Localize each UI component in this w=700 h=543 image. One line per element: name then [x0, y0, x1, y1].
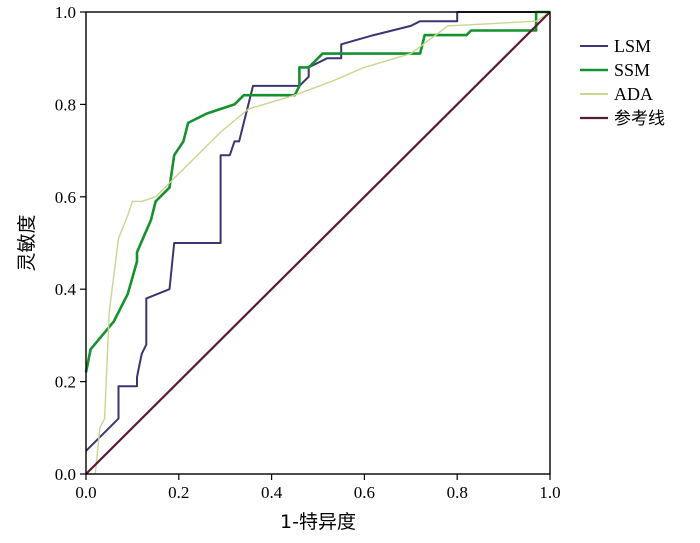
x-tick-label: 0.2	[168, 483, 189, 502]
series-line-2	[84, 10, 550, 373]
y-tick-label: 0.2	[55, 373, 76, 392]
y-axis: 0.0 0.2 0.4 0.6 0.8 1.0	[55, 3, 86, 484]
legend-label-2: SSM	[614, 60, 650, 80]
legend-label-1: LSM	[614, 36, 651, 56]
series-line-4	[85, 11, 551, 475]
x-tick-label: 0.0	[75, 483, 96, 502]
y-axis-title: 灵敏度	[16, 214, 38, 271]
legend-label-4: 参考线	[614, 109, 665, 129]
x-axis-title: 1-特异度	[280, 511, 356, 533]
legend-label-3: ADA	[614, 84, 653, 104]
x-tick-label: 1.0	[539, 483, 560, 502]
x-axis: 0.0 0.2 0.4 0.6 0.8 1.0	[75, 474, 561, 502]
y-tick-label: 0.6	[55, 188, 76, 207]
y-tick-label: 0.4	[55, 280, 77, 299]
x-tick-label: 0.4	[261, 483, 283, 502]
plot-lines	[84, 10, 551, 475]
series-line-1	[85, 11, 550, 452]
y-tick-label: 0.8	[55, 95, 76, 114]
x-tick-label: 0.8	[447, 483, 468, 502]
y-tick-label: 1.0	[55, 3, 76, 22]
plot-frame	[85, 11, 551, 475]
legend: LSM SSM ADA 参考线	[580, 36, 665, 129]
series-line-3	[94, 11, 551, 475]
x-tick-label: 0.6	[354, 483, 375, 502]
y-tick-label: 0.0	[55, 465, 76, 484]
